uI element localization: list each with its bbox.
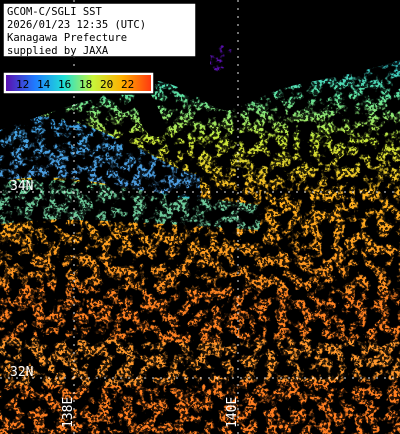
legend-color-ramp xyxy=(6,75,151,91)
lon-label-140e: 140E xyxy=(225,397,240,428)
title-line-4: supplied by JAXA xyxy=(7,45,109,57)
title-line-2: 2026/01/23 12:35 (UTC) xyxy=(7,19,146,31)
legend-label-16: 16 xyxy=(58,78,71,91)
temperature-legend: 12 14 16 18 20 22 xyxy=(2,71,155,95)
lon-label-138e: 138E xyxy=(61,397,76,428)
legend-label-22: 22 xyxy=(121,78,134,91)
lat-label-32n: 32N xyxy=(10,365,33,380)
lat-label-34n: 34N xyxy=(10,179,33,194)
legend-label-20: 20 xyxy=(100,78,113,91)
title-line-1: GCOM-C/SGLI SST xyxy=(7,6,103,18)
legend-label-12: 12 xyxy=(16,78,29,91)
legend-label-14: 14 xyxy=(37,78,51,91)
legend-label-18: 18 xyxy=(79,78,92,91)
title-box: GCOM-C/SGLI SST 2026/01/23 12:35 (UTC) K… xyxy=(2,2,197,58)
title-line-3: Kanagawa Prefecture xyxy=(7,32,127,44)
